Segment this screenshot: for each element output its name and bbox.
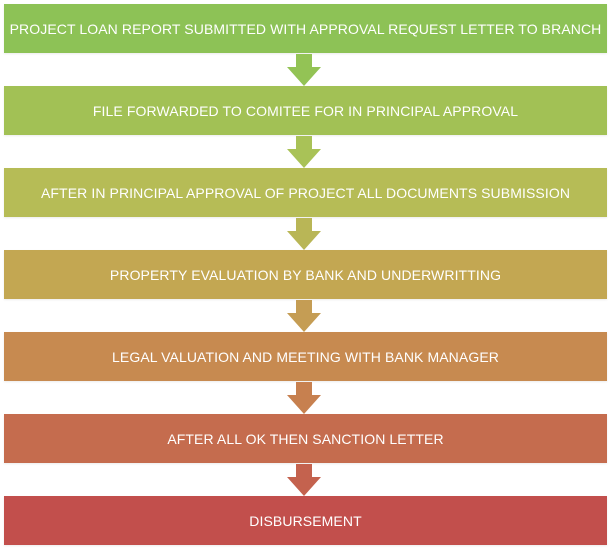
step-loan-report-submitted: PROJECT LOAN REPORT SUBMITTED WITH APPRO… <box>4 4 607 53</box>
down-arrow-icon <box>287 54 321 86</box>
step-label: FILE FORWARDED TO COMITEE FOR IN PRINCIP… <box>92 102 519 119</box>
step-legal-valuation: LEGAL VALUATION AND MEETING WITH BANK MA… <box>4 332 607 381</box>
step-label: DISBURSEMENT <box>249 512 362 529</box>
step-property-evaluation: PROPERTY EVALUATION BY BANK AND UNDERWRI… <box>4 250 607 299</box>
down-arrow-icon <box>287 300 321 332</box>
step-file-forwarded: FILE FORWARDED TO COMITEE FOR IN PRINCIP… <box>4 86 607 135</box>
step-disbursement: DISBURSEMENT <box>4 496 607 545</box>
step-sanction-letter: AFTER ALL OK THEN SANCTION LETTER <box>4 414 607 463</box>
down-arrow-icon <box>287 464 321 496</box>
down-arrow-icon <box>287 382 321 414</box>
step-label: PROJECT LOAN REPORT SUBMITTED WITH APPRO… <box>9 20 602 37</box>
step-label: AFTER ALL OK THEN SANCTION LETTER <box>167 430 444 447</box>
step-label: LEGAL VALUATION AND MEETING WITH BANK MA… <box>112 348 499 365</box>
step-documents-submission: AFTER IN PRINCIPAL APPROVAL OF PROJECT A… <box>4 168 607 217</box>
step-label: PROPERTY EVALUATION BY BANK AND UNDERWRI… <box>109 266 502 283</box>
down-arrow-icon <box>287 218 321 250</box>
step-label: AFTER IN PRINCIPAL APPROVAL OF PROJECT A… <box>40 184 571 201</box>
down-arrow-icon <box>287 136 321 168</box>
